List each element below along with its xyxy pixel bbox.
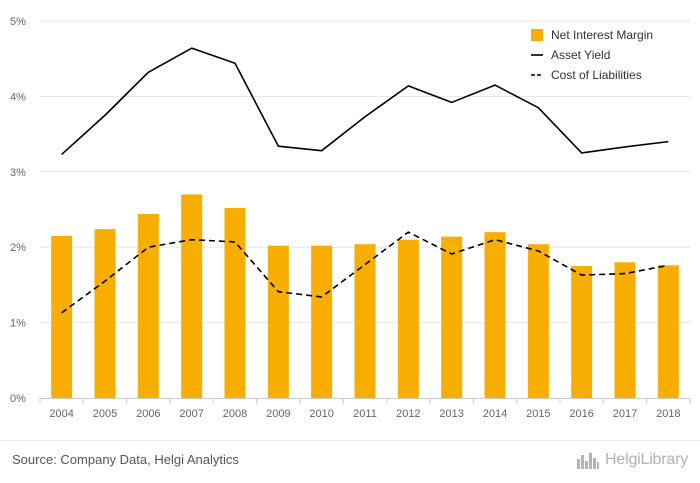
x-tick-label: 2009 xyxy=(266,408,290,420)
bar-net-interest-margin xyxy=(484,232,506,398)
bar-net-interest-margin xyxy=(354,244,376,398)
bar-net-interest-margin xyxy=(181,194,203,398)
x-tick-label: 2010 xyxy=(309,408,333,420)
y-tick-label: 1% xyxy=(10,318,26,330)
x-tick-label: 2012 xyxy=(396,408,420,420)
bar-net-interest-margin xyxy=(571,266,593,398)
bar-net-interest-margin xyxy=(527,244,549,398)
x-tick-label: 2013 xyxy=(439,408,463,420)
legend-label-cost-of-liabilities: Cost of Liabilities xyxy=(551,68,642,82)
bar-net-interest-margin xyxy=(614,262,636,398)
x-tick-label: 2005 xyxy=(93,408,117,420)
bar-net-interest-margin xyxy=(267,245,289,398)
x-tick-label: 2015 xyxy=(526,408,550,420)
bar-net-interest-margin xyxy=(51,235,73,398)
bar-net-interest-margin xyxy=(224,207,246,398)
y-tick-label: 2% xyxy=(10,242,26,254)
x-tick-label: 2007 xyxy=(179,408,203,420)
legend-swatch-net-interest-margin xyxy=(531,29,543,41)
bar-net-interest-margin xyxy=(94,229,116,398)
bar-net-interest-margin xyxy=(441,236,463,398)
x-tick-label: 2008 xyxy=(223,408,247,420)
x-tick-label: 2011 xyxy=(353,408,377,420)
y-tick-label: 0% xyxy=(10,393,26,405)
bar-net-interest-margin xyxy=(137,214,159,398)
chart: 0% 1% 2% 3% 4% 5% 2004 2005 2006 2007 2008 2009 2010… xyxy=(10,16,691,420)
bar-net-interest-margin xyxy=(311,245,333,398)
x-tick-label: 2016 xyxy=(569,408,593,420)
x-tick-label: 2014 xyxy=(483,408,507,420)
y-tick-label: 5% xyxy=(10,16,26,28)
legend-label-asset-yield: Asset Yield xyxy=(551,48,610,62)
x-tick-label: 2017 xyxy=(613,408,637,420)
bar-net-interest-margin xyxy=(397,239,419,398)
x-tick-label: 2018 xyxy=(656,408,680,420)
line-asset-yield xyxy=(61,47,669,156)
source-note: Source: Company Data, Helgi Analytics xyxy=(12,452,239,467)
legend-label-net-interest-margin: Net Interest Margin xyxy=(551,28,653,42)
chart-area: 0% 1% 2% 3% 4% 5% 2004 2005 2006 2007 2008 2009 2010… xyxy=(10,16,691,420)
y-tick-label: 4% xyxy=(10,91,26,103)
bar-net-interest-margin xyxy=(657,265,679,398)
line-cost-of-liabilities xyxy=(61,231,669,314)
city-skyline-icon xyxy=(577,453,600,469)
x-tick-label: 2004 xyxy=(49,408,73,420)
helgi-library-logo[interactable]: HelgiLibrary xyxy=(576,449,688,471)
x-tick-label: 2006 xyxy=(136,408,160,420)
logo-text: HelgiLibrary xyxy=(605,451,688,468)
y-tick-label: 3% xyxy=(10,167,26,179)
footer-divider xyxy=(0,440,700,441)
footer: Source: Company Data, Helgi Analytics He… xyxy=(0,440,700,483)
